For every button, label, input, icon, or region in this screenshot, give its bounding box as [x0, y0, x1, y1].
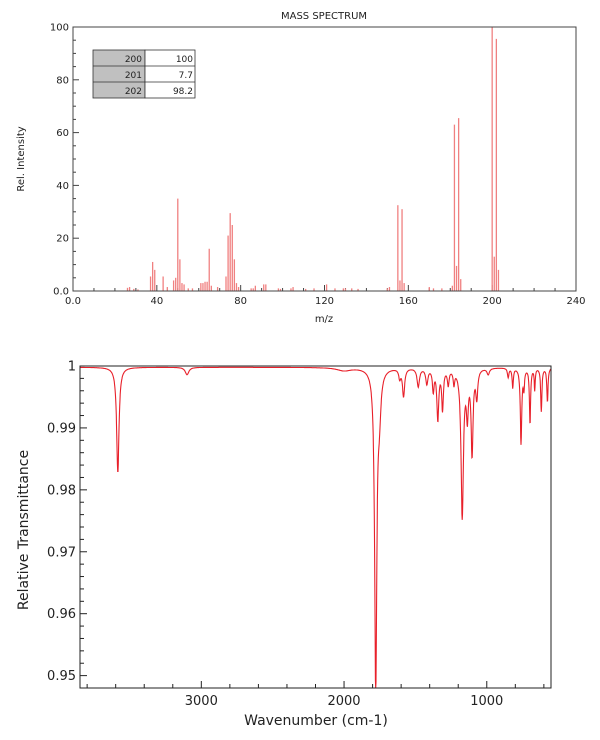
ir-transmittance-line	[80, 366, 552, 689]
ir-y-tick-label: 1	[68, 360, 76, 375]
ms-chart-title: MASS SPECTRUM	[281, 11, 367, 22]
ir-y-tick-label: 0.95	[47, 669, 76, 684]
ms-y-tick-label: 40	[56, 181, 69, 192]
ms-y-tick-label: 60	[56, 128, 69, 139]
ir-spectrum-chart: 3000 2000 1000 1 0.99 0.98 0.97 0.96 0.95 Wavenu…	[16, 360, 552, 729]
ms-y-axis-label: Rel. Intensity	[16, 126, 27, 191]
ms-table-mz: 202	[125, 87, 142, 97]
ir-plot-frame	[79, 365, 552, 689]
ms-x-tick-label: 120	[315, 296, 334, 307]
ms-table-intensity: 100	[176, 55, 193, 65]
ir-x-tick-label: 3000	[185, 694, 218, 709]
ms-x-tick-label: 240	[566, 296, 585, 307]
ms-x-tick-label: 200	[483, 296, 502, 307]
ms-plot-frame	[72, 26, 577, 292]
ms-table-mz-column	[92, 49, 146, 99]
ms-y-tick-label: 0.0	[53, 287, 69, 298]
ms-peak-table: 200 100 201 7.7 202 98.2	[92, 49, 196, 99]
ms-table-mz: 200	[125, 55, 142, 65]
ms-table-intensity: 98.2	[173, 87, 193, 97]
ms-x-tick-label: 160	[399, 296, 418, 307]
ms-y-tick-label: 100	[50, 23, 69, 34]
ms-axis-ticks: 0.0 40 80 120 160 200 240 0.0 20 40 60 80 100	[50, 23, 586, 308]
ir-x-tick-label: 1000	[470, 694, 503, 709]
ir-x-tick-label: 2000	[327, 694, 360, 709]
ir-x-axis-label: Wavenumber (cm-1)	[244, 713, 388, 729]
ir-axis-ticks: 3000 2000 1000 1 0.99 0.98 0.97 0.96 0.95	[47, 360, 545, 709]
ir-y-tick-label: 0.98	[47, 483, 76, 498]
ir-y-axis-label: Relative Transmittance	[16, 450, 32, 610]
ir-y-tick-label: 0.97	[47, 545, 76, 560]
mass-spectrum-chart: MASS SPECTRUM 0.0 40 80 120 160 200 240 0.0 20 40…	[16, 11, 586, 325]
ms-table-intensity-column	[144, 49, 196, 99]
ms-x-tick-label: 40	[150, 296, 163, 307]
ms-y-tick-label: 80	[56, 75, 69, 86]
ms-x-tick-label: 80	[234, 296, 247, 307]
ir-y-tick-label: 0.96	[47, 607, 76, 622]
ms-y-tick-label: 20	[56, 234, 69, 245]
ms-table-intensity: 7.7	[179, 71, 193, 81]
ms-x-axis-label: m/z	[315, 314, 333, 325]
ms-table-mz: 201	[125, 71, 142, 81]
ms-bars	[126, 27, 500, 291]
ir-y-tick-label: 0.99	[47, 421, 76, 436]
ms-x-tick-label: 0.0	[65, 296, 81, 307]
